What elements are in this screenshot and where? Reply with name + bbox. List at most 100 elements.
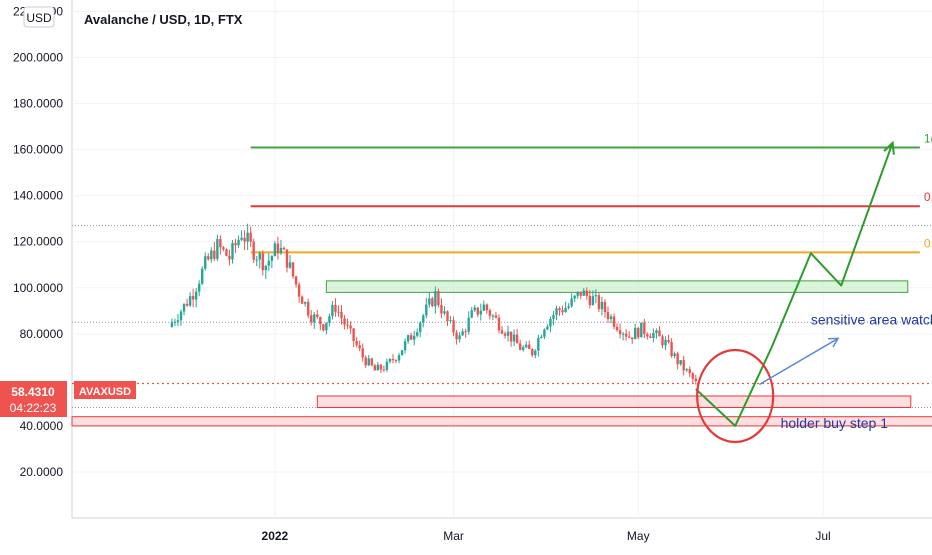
candle-body <box>188 296 192 306</box>
candle-body <box>461 331 464 336</box>
candle-body <box>370 358 373 366</box>
candle-body <box>440 304 443 314</box>
candle-body <box>237 239 240 246</box>
candle-body <box>382 369 386 371</box>
candle-body <box>409 335 413 340</box>
candle-body <box>416 332 419 336</box>
fibonacci-levels: 1(160.9470) 0.786(135.4220) 0.618(115.3835… <box>250 131 932 254</box>
candle-body <box>606 312 610 319</box>
y-tick-label: 40.0000 <box>20 419 64 433</box>
candle-body <box>537 338 540 351</box>
candle-body <box>649 336 652 338</box>
candle-body <box>207 256 210 260</box>
candle-body <box>682 360 685 371</box>
y-tick-label: 160.0000 <box>13 143 63 157</box>
candle-body <box>431 298 434 307</box>
y-tick-label: 80.0000 <box>20 327 64 341</box>
candle-body <box>500 330 504 334</box>
blue-arrow-line <box>759 337 839 386</box>
candle-body <box>403 341 407 351</box>
candle-body <box>179 311 183 321</box>
candle-body <box>249 232 252 242</box>
currency-button[interactable]: USD <box>23 6 55 28</box>
candle-body <box>264 265 268 271</box>
candle-body <box>240 237 243 240</box>
fib-level-label: 0.618(115.3835) <box>924 236 932 250</box>
candle-body <box>476 307 479 315</box>
candle-body <box>561 310 564 313</box>
candle-body <box>316 314 319 318</box>
candle-body <box>655 330 658 334</box>
candle-body <box>685 369 688 371</box>
support-zone <box>71 416 932 427</box>
candle-body <box>191 296 195 300</box>
candle-body <box>176 320 180 322</box>
candle-body <box>358 345 361 349</box>
candle-body <box>201 268 204 284</box>
candle-body <box>346 324 349 326</box>
candle-body <box>624 333 628 337</box>
candle-body <box>503 333 507 336</box>
candle-body <box>673 353 676 357</box>
candle-body <box>470 310 473 318</box>
candle-body <box>412 335 416 340</box>
candle-body <box>213 250 216 259</box>
candle-body <box>576 291 579 296</box>
candle-body <box>379 364 383 370</box>
candle-body <box>400 350 404 356</box>
candle-body <box>194 291 198 300</box>
candle-body <box>688 369 691 374</box>
candle-body <box>210 250 213 260</box>
candle-body <box>521 347 525 350</box>
candle-body <box>388 359 392 362</box>
candle-body <box>497 317 501 331</box>
candle-body <box>567 306 570 308</box>
candle-body <box>512 334 516 342</box>
bar-countdown: 04:22:23 <box>10 401 57 415</box>
candle-body <box>243 237 246 242</box>
candle-body <box>443 311 446 314</box>
candle-body <box>515 334 519 344</box>
candle-body <box>518 343 522 350</box>
candle-body <box>609 316 613 319</box>
candle-body <box>558 308 561 311</box>
candle-body <box>337 311 340 313</box>
candle-body <box>297 284 301 297</box>
candle-body <box>246 232 249 242</box>
candle-body <box>173 321 177 323</box>
candle-body <box>585 290 588 296</box>
y-tick-label: 200.0000 <box>13 51 63 65</box>
candle-body <box>291 262 295 277</box>
candle-body <box>376 364 380 371</box>
candle-body <box>225 249 228 256</box>
candle-body <box>627 336 631 338</box>
candle-body <box>328 316 331 323</box>
candle-body <box>449 320 452 322</box>
candle-body <box>340 311 343 319</box>
candle-body <box>637 327 640 338</box>
candle-body <box>579 291 582 296</box>
candle-body <box>634 327 637 340</box>
x-tick-label: Mar <box>443 529 464 543</box>
candle-body <box>234 243 237 246</box>
last-price-tag: 58.4310 04:22:23 AVAXUSD <box>0 381 136 417</box>
candle-body <box>479 310 483 315</box>
support-zone <box>316 395 912 408</box>
candle-body <box>452 320 455 333</box>
candle-body <box>197 283 201 292</box>
candle-body <box>570 298 573 307</box>
fib-level-label: 1(160.9470) <box>924 131 932 145</box>
candle-body <box>588 295 592 306</box>
symbol-tag: AVAXUSD <box>79 386 131 398</box>
candle-body <box>679 360 682 365</box>
annotation-text: holder buy step 1 <box>781 415 889 431</box>
candle-body <box>691 373 694 379</box>
candle-body <box>488 310 492 316</box>
candle-body <box>543 329 546 337</box>
candle-body <box>506 331 510 336</box>
x-tick-label: 2022 <box>262 529 289 543</box>
time-axis[interactable]: 2022 Mar May Jul <box>262 529 831 543</box>
highlight-circle <box>696 348 775 444</box>
